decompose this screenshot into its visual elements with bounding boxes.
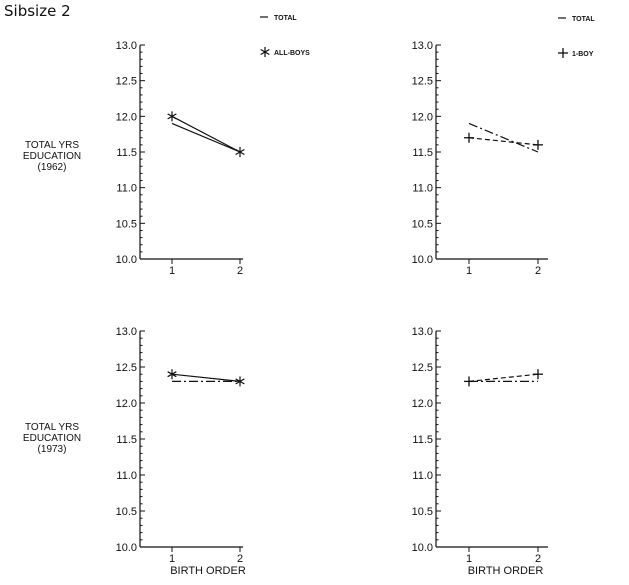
row-label-1962-line3: (1962)	[37, 162, 67, 173]
y-tick-label: 13.0	[412, 326, 433, 338]
y-tick-label: 13.0	[116, 326, 137, 338]
x-tick-label: 2	[535, 265, 541, 277]
x-tick-label: 1	[466, 553, 472, 565]
y-tick-label: 12.5	[116, 362, 137, 374]
y-tick-label: 11.5	[412, 434, 433, 446]
legend-label-total: TOTAL	[572, 16, 595, 23]
y-tick-label: 10.5	[116, 218, 137, 230]
legend-label-1-boy: 1-BOY	[572, 51, 594, 58]
y-tick-label: 11.0	[116, 183, 137, 195]
x-tick-label: 1	[466, 265, 472, 277]
y-tick-label: 12.0	[116, 398, 137, 410]
y-tick-label: 10.0	[412, 542, 433, 554]
series-line-all-boys	[171, 373, 241, 382]
x-tick-label: 1	[169, 265, 175, 277]
panel-p2: 10.0 10.5 11.0 11.5 12.0 12.5 13.0 1 2 TOTAL 1-BOY	[412, 16, 596, 277]
y-tick-label: 12.5	[412, 76, 433, 88]
y-tick-label: 10.0	[116, 542, 137, 554]
point-all-boys-1-arm2	[167, 113, 177, 120]
x-axis-label: BIRTH ORDER	[468, 565, 544, 577]
y-tick-label: 12.0	[412, 111, 433, 123]
legend-swatch-all-boys-arm2	[260, 48, 270, 56]
y-tick-label: 10.0	[116, 254, 137, 266]
series-line-total	[468, 122, 539, 153]
point-all-boys-1-arm2	[167, 371, 177, 378]
y-tick-label: 11.5	[412, 147, 433, 159]
y-tick-label: 12.0	[412, 398, 433, 410]
row-label-1962-line2: EDUCATION	[22, 151, 82, 162]
x-tick-label: 2	[237, 265, 243, 277]
y-tick-label: 11.0	[412, 183, 433, 195]
y-tick-label: 11.5	[116, 434, 137, 446]
y-tick-label: 12.5	[116, 76, 137, 88]
y-tick-label: 10.5	[412, 506, 433, 518]
y-tick-label: 10.5	[412, 218, 433, 230]
series-line-1-boy	[468, 373, 539, 382]
y-tick-label: 12.5	[412, 362, 433, 374]
y-tick-label: 10.5	[116, 506, 137, 518]
y-tick-label: 11.0	[116, 470, 137, 482]
y-tick-label: 13.0	[116, 40, 137, 52]
point-all-boys-2-arm2	[235, 378, 245, 385]
series-line-total	[171, 122, 241, 153]
y-tick-label: 10.0	[412, 254, 433, 266]
legend: TOTAL ALL-BOYS	[260, 15, 310, 57]
figure-title: Sibsize 2	[4, 2, 71, 20]
row-label-1973: TOTAL YRS EDUCATION (1973)	[2, 422, 102, 455]
series-line-all-boys	[171, 115, 241, 153]
row-label-1973-line2: EDUCATION	[22, 433, 82, 444]
y-tick-label: 11.5	[116, 147, 137, 159]
panel-p1: 10.0 10.5 11.0 11.5 12.0 12.5 13.0 1 2 TOTAL ALL-B…	[116, 15, 311, 277]
legend: TOTAL 1-BOY	[558, 16, 595, 58]
x-tick-label: 2	[237, 553, 243, 565]
x-tick-label: 2	[535, 553, 541, 565]
row-label-1973-line1: TOTAL YRS	[24, 422, 80, 433]
legend-label-total: TOTAL	[274, 15, 297, 22]
series-line-1-boy	[468, 137, 539, 146]
x-tick-label: 1	[169, 553, 175, 565]
x-axis-label: BIRTH ORDER	[170, 565, 246, 577]
legend-label-all-boys: ALL-BOYS	[274, 50, 310, 57]
y-tick-label: 11.0	[412, 470, 433, 482]
row-label-1962: TOTAL YRS EDUCATION (1962)	[2, 140, 102, 173]
row-label-1973-line3: (1973)	[37, 444, 67, 455]
point-all-boys-2-arm2	[235, 148, 245, 156]
row-label-1962-line1: TOTAL YRS	[24, 140, 80, 151]
y-tick-label: 13.0	[412, 40, 433, 52]
y-tick-label: 12.0	[116, 111, 137, 123]
